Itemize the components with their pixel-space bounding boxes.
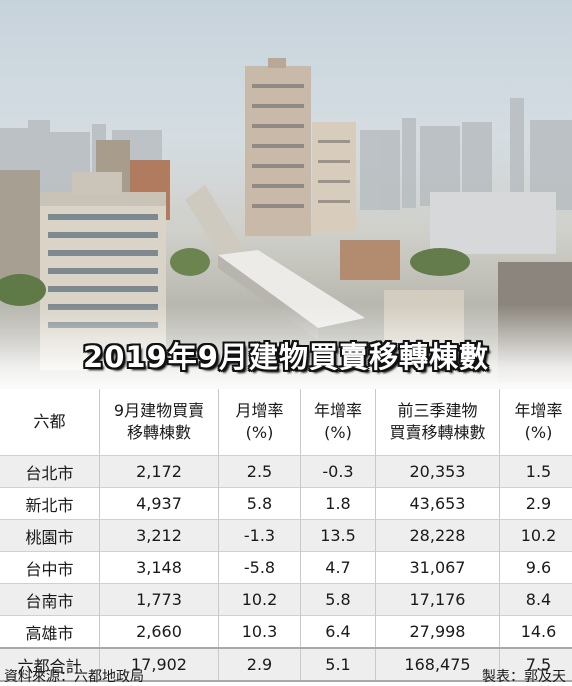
table-cell: 14.6	[499, 615, 572, 648]
table-cell: 10.2	[499, 519, 572, 552]
table-cell: 5.8	[300, 583, 376, 616]
row-label-cell: 新北市	[0, 487, 100, 520]
table-cell: 1,773	[99, 583, 219, 616]
table-cell: 168,475	[375, 648, 500, 682]
column-header-line: (%)	[245, 423, 274, 442]
table-row: 桃園市 3,212 -1.3 13.5 28,228 10.2	[0, 519, 572, 552]
table-cell: 43,653	[375, 487, 500, 520]
city-skyline-photo	[0, 0, 572, 392]
table-row: 新北市 4,937 5.8 1.8 43,653 2.9	[0, 487, 572, 520]
footer: 資料來源：六都地政局 製表：郭及天	[0, 664, 572, 686]
table-row: 高雄市 2,660 10.3 6.4 27,998 14.6	[0, 615, 572, 648]
source-note: 資料來源：六都地政局	[4, 669, 144, 685]
column-header: 年增率 (%)	[300, 389, 376, 456]
table-cell: 2.9	[499, 487, 572, 520]
table-cell: 2.9	[218, 648, 301, 682]
table-cell: 31,067	[375, 551, 500, 584]
table-cell: 3,212	[99, 519, 219, 552]
photo-fade-overlay	[0, 305, 572, 392]
table-cell: 5.1	[300, 648, 376, 682]
table-body: 台北市 2,172 2.5 -0.3 20,353 1.5 新北市 4,937 5.8 1.8 43…	[0, 455, 572, 682]
column-header-line: (%)	[524, 423, 553, 442]
column-header-line: 買賣移轉棟數	[389, 423, 486, 442]
table-cell: -5.8	[218, 551, 301, 584]
table-row: 台北市 2,172 2.5 -0.3 20,353 1.5	[0, 455, 572, 488]
table-cell: 17,902	[99, 648, 219, 682]
table-row: 台南市 1,773 10.2 5.8 17,176 8.4	[0, 583, 572, 616]
table-cell: 3,148	[99, 551, 219, 584]
column-header-line: (%)	[324, 423, 352, 442]
table-cell: 13.5	[300, 519, 376, 552]
column-header-line: 9月建物買賣	[113, 401, 205, 420]
table-cell: 10.2	[218, 583, 301, 616]
table-total-row: 六都合計 17,902 2.9 5.1 168,475 7.5	[0, 648, 572, 682]
column-header-line: 年增率	[514, 401, 563, 420]
table-header-row: 六都 9月建物買賣 移轉棟數 月增率 (%) 年增率 (%) 前三季建物 買賣移轉棟數 …	[0, 389, 572, 456]
table-cell: 8.4	[499, 583, 572, 616]
column-header-line: 月增率	[235, 401, 284, 420]
table-cell: 17,176	[375, 583, 500, 616]
column-header: 9月建物買賣 移轉棟數	[99, 389, 219, 456]
table-cell: 4,937	[99, 487, 219, 520]
row-label-cell: 六都合計	[0, 648, 100, 682]
row-label-cell: 桃園市	[0, 519, 100, 552]
column-header: 六都	[0, 389, 100, 456]
column-header: 年增率 (%)	[499, 389, 572, 456]
row-label-cell: 台北市	[0, 455, 100, 488]
table-cell: 10.3	[218, 615, 301, 648]
data-table: 六都 9月建物買賣 移轉棟數 月增率 (%) 年增率 (%) 前三季建物 買賣移轉棟數 …	[0, 389, 572, 682]
column-header: 前三季建物買賣移轉棟數	[375, 389, 500, 456]
table-cell: 6.4	[300, 615, 376, 648]
table-cell: 5.8	[218, 487, 301, 520]
table-cell: 1.5	[499, 455, 572, 488]
table-cell: 2.5	[218, 455, 301, 488]
table-cell: 27,998	[375, 615, 500, 648]
table-cell: 9.6	[499, 551, 572, 584]
data-table-container: 六都 9月建物買賣 移轉棟數 月增率 (%) 年增率 (%) 前三季建物 買賣移轉棟數 …	[0, 389, 572, 682]
maker-credit: 製表：郭及天	[482, 669, 566, 685]
row-label-cell: 台南市	[0, 583, 100, 616]
column-header: 月增率 (%)	[218, 389, 301, 456]
table-cell: -0.3	[300, 455, 376, 488]
table-cell: 20,353	[375, 455, 500, 488]
table-cell: 4.7	[300, 551, 376, 584]
table-cell: -1.3	[218, 519, 301, 552]
column-header-line: 移轉棟數	[126, 423, 191, 442]
table-row: 台中市 3,148 -5.8 4.7 31,067 9.6	[0, 551, 572, 584]
table-cell: 28,228	[375, 519, 500, 552]
row-label-cell: 台中市	[0, 551, 100, 584]
chart-title: 2019年9月建物買賣移轉棟數	[83, 340, 489, 374]
row-label-cell: 高雄市	[0, 615, 100, 648]
column-header-line: 年增率	[313, 401, 362, 420]
table-cell: 7.5	[499, 648, 572, 682]
table-cell: 2,660	[99, 615, 219, 648]
table-cell: 1.8	[300, 487, 376, 520]
column-header-line: 六都	[33, 412, 66, 431]
column-header-line: 前三季建物	[397, 401, 478, 420]
table-cell: 2,172	[99, 455, 219, 488]
